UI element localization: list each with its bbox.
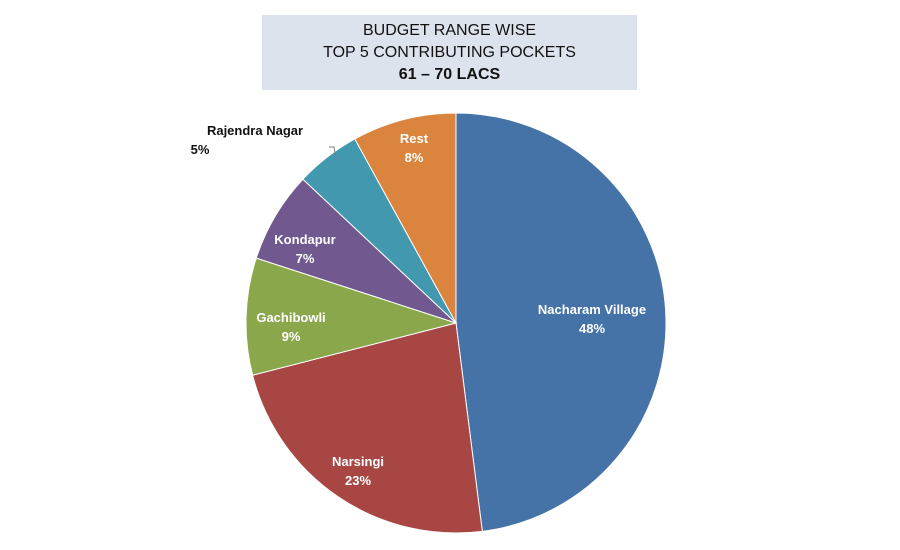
pie-slice-nacharam-village [455, 112, 667, 532]
pie-label-gachibowli: Gachibowli 9% [256, 310, 325, 344]
pie-slices [245, 112, 667, 534]
pie-label-rajendra-nagar: Rajendra Nagar 5% [191, 123, 303, 157]
pie-slice-narsingi [251, 322, 483, 534]
pie-label-rest: Rest 8% [400, 131, 429, 165]
leader-line-rajendra-nagar [329, 146, 337, 161]
pie-label-nacharam-village: Nacharam Village 48% [538, 302, 646, 336]
pie-labels: Nacharam Village 48% Narsingi 23% Gachibowli… [191, 123, 646, 488]
chart-title-line-1: BUDGET RANGE WISE [362, 22, 537, 39]
chart-title-line-3: 61 – 70 LACS [398, 66, 501, 83]
pie-slice-rest [354, 112, 457, 324]
pie-leader-lines [329, 146, 337, 161]
chart-title-line-2: TOP 5 CONTRIBUTING POCKETS [323, 44, 576, 61]
chart-title-box: BUDGET RANGE WISE TOP 5 CONTRIBUTING POC… [262, 15, 637, 90]
pie-label-kondapur: Kondapur 7% [274, 232, 335, 266]
pie-label-narsingi: Narsingi 23% [332, 454, 384, 488]
pie-slice-gachibowli [245, 257, 458, 376]
